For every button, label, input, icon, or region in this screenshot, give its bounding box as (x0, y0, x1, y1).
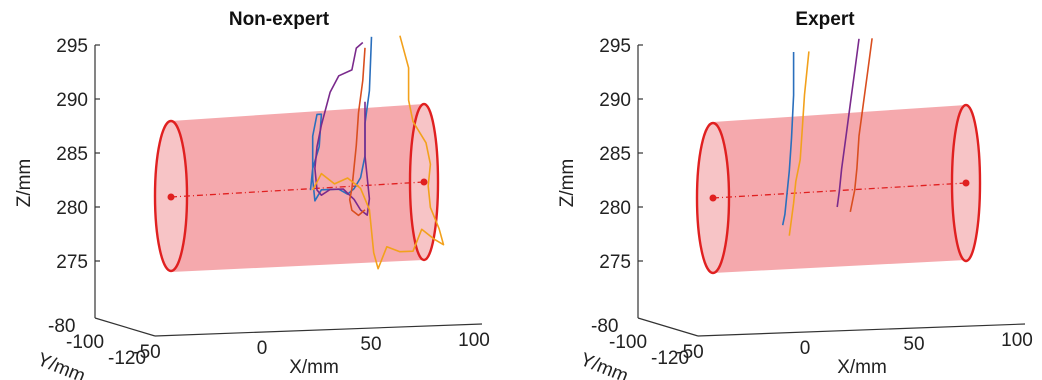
z-axis-label: Z/mm (14, 159, 35, 208)
z-tick-label: 280 (56, 198, 88, 219)
cylinder (695, 103, 982, 275)
trajectory-line (788, 51, 810, 236)
y-tick-label: -80 (591, 316, 618, 337)
trajectories (781, 38, 873, 236)
trajectory-line (849, 38, 873, 213)
z-tick-label: 275 (56, 252, 88, 273)
y-tick-label: -120 (108, 348, 146, 369)
y-axis-label: Y/mm (34, 349, 88, 380)
z-tick-label: 285 (599, 144, 631, 165)
x-tick-label: 50 (903, 334, 924, 355)
trajectory-line (311, 35, 445, 270)
y-tick-label: -100 (609, 332, 647, 353)
cylinder-body (171, 104, 424, 272)
z-tick-label: 280 (599, 198, 631, 219)
x-tick-label: 0 (257, 338, 268, 359)
chart-title: Expert (795, 9, 855, 30)
x-tick-label: 100 (1001, 330, 1033, 351)
trajectory-line (836, 38, 860, 208)
axis-endpoint (962, 179, 970, 187)
x-tick-label: -50 (676, 342, 703, 363)
panel-expert: Expert 295 290 285 280 275 Z/mm -80 -100… (557, 9, 1033, 380)
y-tick-label: -80 (48, 316, 75, 337)
axis-endpoint (167, 193, 175, 201)
x-tick-label: -50 (133, 342, 160, 363)
chart-title: Non-expert (229, 9, 330, 30)
y-axis (637, 317, 699, 337)
axis-endpoint (709, 194, 717, 202)
z-axis-label: Z/mm (557, 159, 578, 208)
axis-endpoint (420, 178, 428, 186)
z-tick-label: 295 (56, 36, 88, 57)
x-axis-label: X/mm (837, 357, 887, 378)
x-axis (154, 323, 483, 337)
trajectory-line (348, 47, 366, 217)
x-axis (697, 323, 1026, 337)
trajectories (309, 35, 445, 270)
z-tick-label: 285 (56, 144, 88, 165)
y-axis-label: Y/mm (577, 349, 631, 380)
x-tick-label: 100 (458, 330, 490, 351)
z-tick-label: 290 (599, 90, 631, 111)
x-tick-label: 50 (360, 334, 381, 355)
x-axis-label: X/mm (289, 357, 339, 378)
y-axis (94, 317, 156, 337)
trajectory-line (781, 52, 795, 226)
cylinder (153, 102, 440, 273)
z-tick-label: 295 (599, 36, 631, 57)
trajectory-line (314, 41, 371, 216)
z-tick-label: 275 (599, 252, 631, 273)
cylinder-axis (170, 181, 425, 198)
z-tick-label: 290 (56, 90, 88, 111)
y-tick-label: -100 (66, 332, 104, 353)
panel-non-expert: Non-expert 295 290 285 280 275 Z/mm -80 … (14, 9, 490, 380)
x-tick-label: 0 (800, 338, 811, 359)
y-tick-label: -120 (651, 348, 689, 369)
